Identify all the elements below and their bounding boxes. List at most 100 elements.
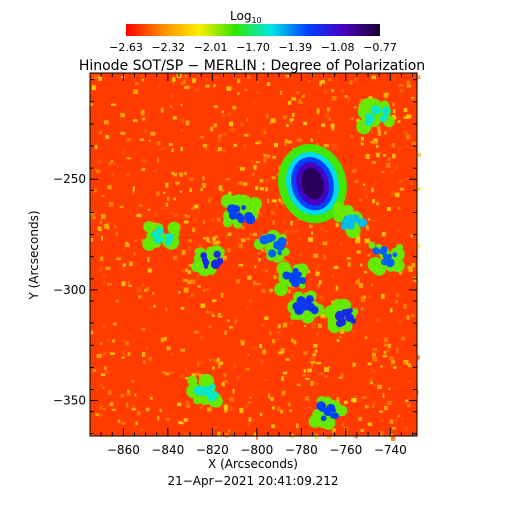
heatmap-texture-cell: [352, 394, 358, 398]
plage-core: [241, 205, 247, 211]
heatmap-texture-cell: [298, 101, 303, 104]
heatmap-texture-cell: [372, 347, 378, 351]
heatmap-texture-cell: [212, 241, 218, 245]
heatmap-texture-cell: [98, 159, 103, 165]
heatmap-texture-cell: [298, 98, 302, 103]
heatmap-texture-cell: [165, 307, 168, 312]
heatmap-texture-cell: [191, 373, 196, 379]
heatmap-texture-cell: [196, 372, 200, 376]
heatmap-texture-cell: [249, 396, 252, 399]
heatmap-texture-cell: [410, 234, 413, 238]
heatmap-texture-cell: [225, 177, 231, 181]
heatmap-texture-cell: [264, 269, 269, 273]
heatmap-texture-cell: [217, 147, 222, 151]
heatmap-texture-cell: [240, 225, 245, 230]
heatmap-texture-cell: [238, 243, 243, 249]
heatmap-texture-cell: [259, 179, 264, 183]
colorbar-tick-label: −2.01: [194, 41, 228, 54]
heatmap-texture-cell: [222, 132, 227, 136]
heatmap-texture-cell: [228, 121, 234, 127]
heatmap-texture-cell: [111, 339, 116, 343]
plage-core: [282, 271, 291, 280]
heatmap-texture-cell: [360, 306, 364, 311]
heatmap-texture-cell: [259, 359, 264, 365]
plage-core: [385, 258, 395, 268]
heatmap-texture-cell: [255, 91, 261, 95]
heatmap-texture-cell: [352, 362, 356, 367]
heatmap-texture-cell: [297, 253, 301, 257]
heatmap-texture-cell: [339, 242, 343, 247]
heatmap-texture-cell: [175, 181, 180, 185]
heatmap-texture-cell: [185, 120, 190, 126]
heatmap-texture-cell: [223, 404, 228, 410]
heatmap-texture-cell: [208, 325, 212, 328]
heatmap-texture-cell: [211, 217, 215, 221]
heatmap-texture-cell: [286, 123, 289, 128]
heatmap-texture-cell: [224, 432, 229, 438]
heatmap-texture-cell: [220, 189, 224, 193]
heatmap-texture-cell: [311, 363, 314, 368]
colorbar-label-subscript: 10: [251, 16, 261, 25]
heatmap-texture-cell: [406, 114, 412, 119]
heatmap-texture-cell: [132, 262, 135, 266]
heatmap-texture-cell: [320, 79, 325, 84]
heatmap-texture-cell: [382, 153, 387, 157]
heatmap-texture-cell: [109, 402, 114, 407]
heatmap-texture-cell: [310, 357, 315, 363]
heatmap-texture-cell: [307, 368, 312, 373]
heatmap-texture-cell: [282, 219, 286, 224]
heatmap-texture-cell: [261, 248, 264, 252]
heatmap-texture-cell: [94, 210, 98, 215]
heatmap-texture-cell: [98, 73, 102, 78]
plage-core: [193, 386, 201, 395]
heatmap-texture-cell: [147, 208, 151, 211]
heatmap-texture-cell: [274, 202, 278, 207]
heatmap-texture-cell: [216, 240, 220, 244]
heatmap-texture-cell: [338, 376, 343, 379]
plage-core: [316, 401, 326, 411]
heatmap-texture-cell: [382, 231, 386, 237]
heatmap-texture-cell: [211, 314, 215, 317]
heatmap-texture-cell: [294, 229, 298, 233]
heatmap-texture-cell: [211, 359, 215, 362]
heatmap-texture-cell: [388, 125, 392, 130]
heatmap-texture-cell: [371, 369, 377, 373]
heatmap-texture-cell: [115, 299, 120, 303]
heatmap-texture-cell: [391, 142, 396, 148]
heatmap-texture-cell: [365, 154, 370, 160]
plage-core: [392, 252, 398, 258]
heatmap-texture-cell: [382, 393, 385, 398]
heatmap-texture-cell: [120, 131, 126, 135]
heatmap-texture-cell: [90, 330, 94, 335]
heatmap-texture-cell: [312, 353, 316, 357]
heatmap-texture-cell: [135, 421, 138, 426]
heatmap-texture-cell: [280, 90, 283, 95]
heatmap-texture-cell: [306, 406, 312, 409]
heatmap-texture-cell: [316, 361, 321, 365]
heatmap-texture-cell: [108, 161, 113, 166]
heatmap-texture-cell: [359, 198, 362, 202]
heatmap-texture-cell: [387, 400, 393, 405]
heatmap-texture-cell: [104, 369, 109, 374]
heatmap-texture-cell: [370, 366, 374, 370]
heatmap-texture-cell: [240, 340, 245, 346]
heatmap-texture-cell: [320, 313, 326, 319]
heatmap-texture-cell: [200, 188, 203, 192]
heatmap-texture-cell: [156, 191, 160, 196]
heatmap-texture-cell: [384, 337, 388, 343]
heatmap-texture-cell: [349, 80, 353, 85]
heatmap-texture-cell: [261, 249, 266, 253]
heatmap-texture-cell: [94, 144, 98, 150]
heatmap-texture-cell: [416, 75, 421, 80]
heatmap-texture-cell: [362, 308, 366, 311]
heatmap-texture-cell: [168, 142, 173, 147]
heatmap-texture-cell: [252, 232, 257, 237]
heatmap-texture-cell: [169, 211, 174, 214]
heatmap-texture-cell: [200, 335, 205, 340]
heatmap-texture-cell: [193, 218, 198, 222]
heatmap-texture-cell: [392, 153, 396, 159]
heatmap-texture-cell: [197, 211, 201, 215]
heatmap-texture-cell: [163, 191, 166, 194]
heatmap-texture-cell: [179, 172, 183, 177]
heatmap-texture-cell: [229, 396, 235, 402]
